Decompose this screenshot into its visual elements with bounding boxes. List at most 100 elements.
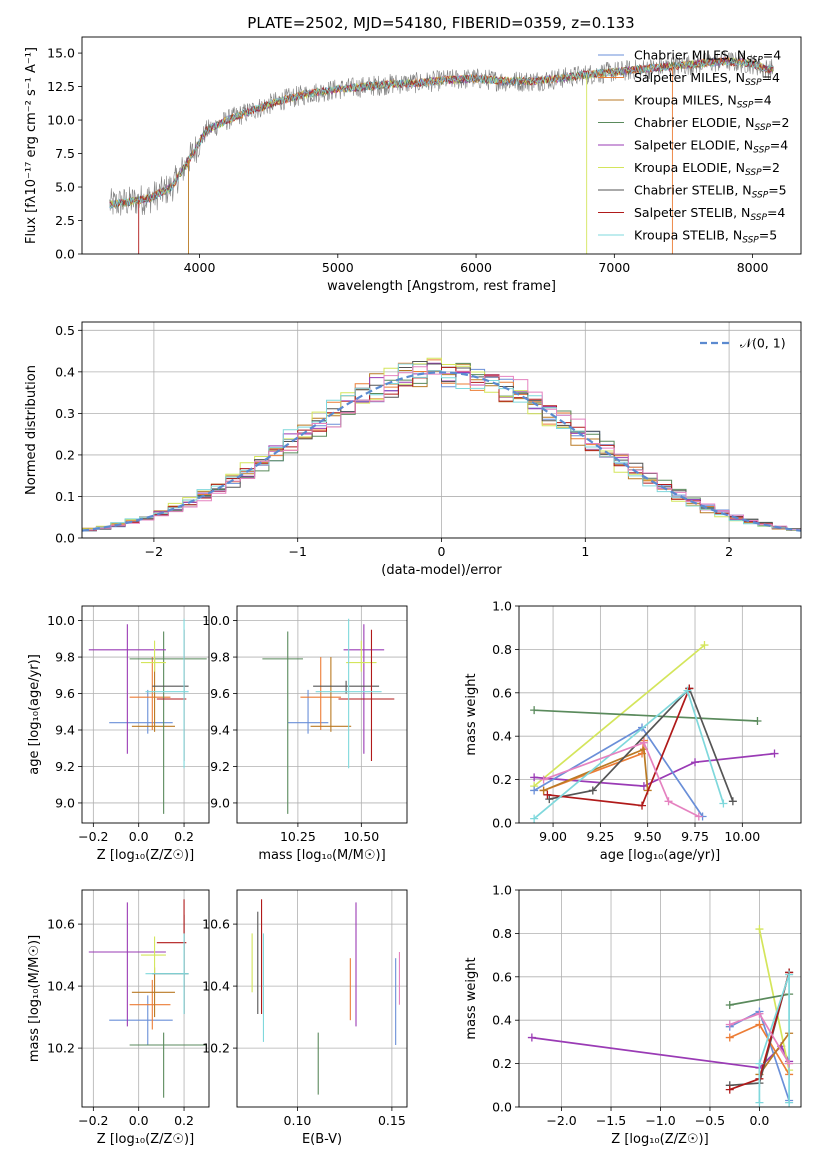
y-tick-label: 9.2 — [210, 759, 230, 774]
weight-marker-salpeter_stelib — [543, 790, 552, 799]
plot-area — [237, 606, 407, 823]
y-axis-label: mass weight — [464, 957, 479, 1039]
weight-marker-kroupa_stelib — [719, 799, 728, 808]
x-tick-label: 0.10 — [284, 1113, 312, 1128]
weight-marker-pink_model — [785, 1059, 794, 1068]
plot-area — [109, 51, 774, 254]
y-tick-label: 10.4 — [47, 979, 75, 994]
x-tick-label: −2 — [145, 544, 163, 559]
y-tick-label: 9.0 — [55, 795, 75, 810]
errorbar-salpeter_miles — [129, 979, 171, 1030]
plot-area — [519, 606, 801, 823]
weight-line-chabrier_elodie — [534, 709, 758, 722]
panel-spectrum: 4000 5000 6000 7000 8000 0.0 2.5 5.0 7.5 10.0 12.5… — [24, 36, 802, 294]
weight-marker-chabrier_elodie — [530, 706, 539, 715]
y-tick-label: 0.8 — [492, 642, 512, 657]
weight-marker-chabrier_stelib — [588, 786, 597, 795]
x-tick-label: 4000 — [184, 260, 216, 275]
weight-marker-salpeter_elodie — [530, 773, 539, 782]
weight-line-kroupa_stelib — [758, 974, 790, 1103]
errorbar-kroupa_miles — [310, 657, 352, 732]
panel-mass_vs_ebv: 0.10 0.15 10.2 10.4 10.6 E(B-V) — [202, 889, 408, 1147]
y-tick-label: 0.8 — [492, 926, 512, 941]
errorbar-salpeter_miles — [300, 657, 342, 730]
y-tick-label: 9.6 — [55, 686, 75, 701]
weight-line-kroupa_elodie — [533, 644, 706, 787]
y-tick-label: 10.4 — [202, 979, 230, 994]
weight-marker-kroupa_stelib — [755, 1059, 764, 1068]
x-tick-label: −1 — [288, 544, 306, 559]
weight-marker-chabrier_stelib — [545, 795, 554, 804]
y-tick-label: 9.4 — [210, 723, 230, 738]
weight-marker-kroupa_stelib — [683, 686, 692, 695]
x-tick-label: 5000 — [322, 260, 354, 275]
x-tick-label: 1 — [581, 544, 589, 559]
axes-frame — [518, 605, 802, 824]
y-axis-label: mass weight — [464, 673, 479, 755]
y-tick-label: 2.5 — [55, 213, 75, 228]
y-tick-label: 10.6 — [47, 917, 75, 932]
weight-marker-salpeter_stelib — [725, 1085, 734, 1094]
legend-label-salpeter_elodie: Salpeter ELODIE, NSSP=4 — [634, 138, 788, 156]
y-axis-label: Normed distribution — [24, 365, 39, 495]
weight-marker-pink_model — [664, 797, 673, 806]
x-tick-label: −1.5 — [596, 1113, 626, 1128]
y-tick-label: 9.4 — [55, 723, 75, 738]
y-tick-label: 10.2 — [47, 1041, 75, 1056]
errorbar-chabrier_miles — [109, 995, 173, 1045]
x-axis-label: Z [log₁₀(Z/Z☉)] — [97, 1132, 194, 1147]
x-tick-label: −0.2 — [78, 829, 108, 844]
errorbar-kroupa_stelib — [145, 933, 189, 1014]
gaussian-curve — [82, 371, 801, 532]
plot-area — [82, 606, 209, 823]
y-tick-label: 10.2 — [202, 1041, 230, 1056]
legend-label-kroupa_stelib: Kroupa STELIB, NSSP=5 — [634, 228, 777, 246]
histogram-pink_model — [82, 366, 801, 531]
weight-line-chabrier_stelib — [549, 686, 734, 802]
errorbar-salpeter_elodie — [88, 902, 166, 1027]
weight-marker-kroupa_stelib — [530, 814, 539, 823]
errorbar-salpeter_elodie — [343, 624, 385, 754]
y-axis-label: age [log₁₀(age/yr)] — [27, 654, 42, 775]
errorbar-chabrier_elodie — [129, 631, 207, 814]
y-tick-label: 0.4 — [55, 364, 75, 379]
x-axis-label: age [log₁₀(age/yr)] — [600, 848, 721, 863]
weight-marker-kroupa_elodie — [755, 925, 764, 934]
y-axis-label: Flux [fλ10⁻¹⁷ erg cm⁻² s⁻¹ A⁻¹] — [24, 47, 39, 244]
x-tick-label: 9.50 — [634, 829, 662, 844]
x-tick-label: 9.25 — [586, 829, 614, 844]
errorbar-kroupa_stelib — [145, 618, 189, 769]
plot-area — [519, 890, 801, 1107]
y-axis-label: mass [log₁₀(M/M☉)] — [27, 935, 42, 1062]
y-tick-label: 1.0 — [492, 883, 512, 898]
y-tick-label: 9.6 — [210, 686, 230, 701]
weight-line-pink_model — [543, 741, 700, 818]
axes-frame — [81, 889, 210, 1108]
weight-marker-kroupa_miles — [539, 786, 548, 795]
x-tick-label: −1.0 — [645, 1113, 675, 1128]
y-tick-label: 0.2 — [492, 1056, 512, 1071]
weight-marker-salpeter_stelib — [638, 801, 647, 810]
x-tick-label: 0.0 — [749, 1113, 769, 1128]
y-tick-label: 0.6 — [492, 969, 512, 984]
y-tick-label: 10.0 — [47, 113, 75, 128]
weight-marker-pink_model — [539, 775, 548, 784]
y-tick-label: 9.8 — [55, 650, 75, 665]
weight-marker-pink_model — [755, 1009, 764, 1018]
panel-mass_vs_z: −0.2 0.0 0.2 10.2 10.4 10.6 Z [log₁₀(Z/Z☉)] mas… — [27, 889, 210, 1147]
y-tick-label: 9.2 — [55, 759, 75, 774]
errorbar-salpeter_stelib — [338, 629, 395, 761]
x-tick-label: 10.50 — [343, 829, 379, 844]
weight-marker-salpeter_elodie — [770, 749, 779, 758]
y-tick-label: 0.0 — [492, 1100, 512, 1115]
legend-label-kroupa_elodie: Kroupa ELODIE, NSSP=2 — [634, 160, 780, 178]
y-tick-label: 15.0 — [47, 46, 75, 61]
x-axis-label: Z [log₁₀(Z/Z☉)] — [611, 1132, 708, 1147]
legend-label-gaussian: 𝒩(0, 1) — [740, 336, 786, 351]
errorbar-kroupa_elodie — [140, 640, 166, 672]
y-tick-label: 0.3 — [55, 406, 75, 421]
x-tick-label: 9.75 — [681, 829, 709, 844]
y-tick-label: 0.0 — [55, 247, 75, 262]
weight-marker-pink_model — [725, 1020, 734, 1029]
